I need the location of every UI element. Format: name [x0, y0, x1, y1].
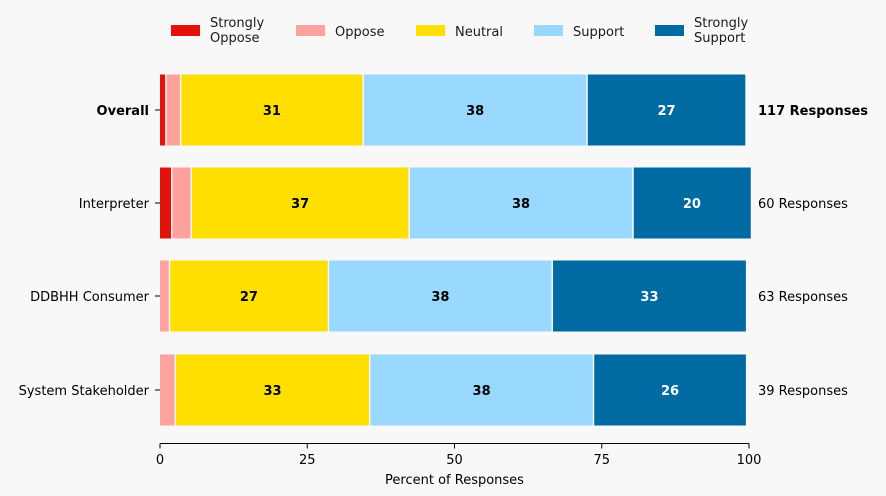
bar-segment	[191, 167, 409, 239]
legend-label-line: Oppose	[210, 31, 259, 46]
response-count: 39 Responses	[758, 384, 848, 399]
bar-value-label: 33	[263, 384, 281, 399]
bar-row: 31 38 27	[160, 74, 746, 146]
bar-segment	[409, 167, 633, 239]
bar-value-label: 38	[431, 290, 449, 305]
bar-value-label: 37	[291, 197, 309, 212]
legend-swatch	[655, 25, 684, 36]
bar-value-label: 33	[640, 290, 658, 305]
legend-swatch	[171, 25, 200, 36]
bar-segment	[370, 354, 593, 426]
legend-item: Support	[534, 25, 624, 40]
legend-label-line: Strongly	[694, 16, 748, 31]
bar-segment	[363, 74, 587, 146]
response-count-labels: 117 Responses 60 Responses 63 Responses 39 …	[758, 104, 868, 399]
bar-value-label: 38	[512, 197, 530, 212]
y-axis-labels: Overall Interpreter DDBHH Consumer System S…	[19, 104, 160, 399]
bar-segment	[329, 260, 552, 332]
bar-segment	[160, 354, 175, 426]
bar-segment	[553, 260, 746, 332]
x-tick-label: 75	[593, 453, 610, 468]
bars: 31 38 27 37 38 20 27 38 33 33 38 26	[160, 74, 751, 426]
category-label: DDBHH Consumer	[30, 290, 150, 305]
legend-label: Neutral	[455, 25, 503, 40]
bar-segment	[170, 260, 328, 332]
x-axis: 0 25 50 75 100	[156, 443, 762, 468]
bar-value-label: 26	[661, 384, 679, 399]
bar-segment	[160, 74, 166, 146]
response-count: 117 Responses	[758, 104, 868, 119]
x-tick-label: 100	[737, 453, 762, 468]
legend-label-line: Support	[694, 31, 745, 46]
bar-segment	[633, 167, 751, 239]
bar-value-label: 31	[263, 104, 281, 119]
bar-segment	[176, 354, 369, 426]
legend: Strongly Oppose Oppose Neutral SupportStrong…	[171, 16, 748, 46]
x-tick-label: 0	[156, 453, 164, 468]
bar-segment	[172, 167, 191, 239]
x-tick-label: 50	[446, 453, 463, 468]
legend-label: Oppose	[335, 25, 384, 40]
x-tick-label: 25	[299, 453, 316, 468]
legend-item: Neutral	[416, 25, 503, 40]
bar-segment	[166, 74, 180, 146]
bar-row: 37 38 20	[160, 167, 751, 239]
category-label: Overall	[97, 104, 149, 119]
legend-item: Oppose	[296, 25, 384, 40]
bar-segment	[160, 260, 169, 332]
bar-value-label: 27	[240, 290, 258, 305]
bar-value-label: 20	[683, 197, 701, 212]
legend-item: Strongly Oppose	[171, 16, 264, 46]
bar-segment	[160, 167, 172, 239]
bar-value-label: 38	[473, 384, 491, 399]
legend-label: Support	[573, 25, 624, 40]
bar-value-label: 27	[657, 104, 675, 119]
legend-swatch	[416, 25, 445, 36]
x-axis-label: Percent of Responses	[385, 473, 524, 488]
response-count: 60 Responses	[758, 197, 848, 212]
bar-segment	[587, 74, 746, 146]
legend-swatch	[534, 25, 563, 36]
bar-row: 27 38 33	[160, 260, 746, 332]
bar-row: 33 38 26	[160, 354, 746, 426]
legend-item: Strongly Support	[655, 16, 748, 46]
response-count: 63 Responses	[758, 290, 848, 305]
legend-swatch	[296, 25, 325, 36]
category-label: Interpreter	[79, 197, 150, 212]
bar-value-label: 38	[466, 104, 484, 119]
bar-segment	[594, 354, 746, 426]
legend-label: Strongly Oppose	[210, 16, 264, 46]
legend-label-line: Strongly	[210, 16, 264, 31]
legend-label: Strongly Support	[694, 16, 748, 46]
bar-segment	[181, 74, 363, 146]
category-label: System Stakeholder	[19, 384, 150, 399]
